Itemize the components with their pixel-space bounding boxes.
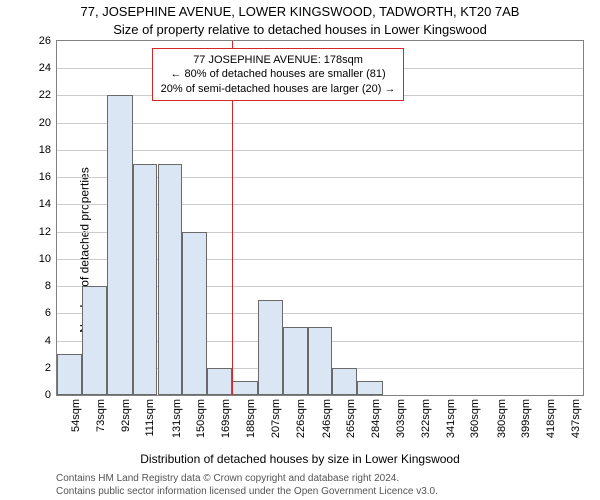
x-tick-label: 54sqm <box>70 399 82 432</box>
histogram-bar <box>158 164 183 395</box>
histogram-bar <box>308 327 333 395</box>
y-tick-label: 4 <box>45 335 51 347</box>
x-tick-label: 131sqm <box>171 399 183 438</box>
histogram-bar <box>232 381 258 395</box>
y-tick-label: 12 <box>39 226 51 238</box>
x-axis-label: Distribution of detached houses by size … <box>0 452 600 466</box>
x-tick-label: 437sqm <box>570 399 582 438</box>
x-tick-label: 265sqm <box>345 399 357 438</box>
histogram-bar <box>107 95 133 395</box>
x-tick-label: 303sqm <box>395 399 407 438</box>
plot-area: 77 JOSEPHINE AVENUE: 178sqm ← 80% of det… <box>56 40 584 396</box>
x-tick-label: 207sqm <box>270 399 282 438</box>
histogram-bar <box>332 368 357 395</box>
y-tick-label: 8 <box>45 280 51 292</box>
x-tick-label: 73sqm <box>95 399 107 432</box>
x-tick-label: 399sqm <box>520 399 532 438</box>
y-tick-label: 26 <box>39 35 51 47</box>
histogram-bar <box>82 286 107 395</box>
histogram-bar <box>258 300 283 395</box>
x-tick-label: 284sqm <box>370 399 382 438</box>
histogram-bar <box>133 164 158 395</box>
x-tick-label: 92sqm <box>120 399 132 432</box>
footer: Contains HM Land Registry data © Crown c… <box>56 473 438 498</box>
annotation-line1: 77 JOSEPHINE AVENUE: 178sqm <box>161 53 396 67</box>
x-tick-label: 246sqm <box>321 399 333 438</box>
x-tick-label: 418sqm <box>545 399 557 438</box>
histogram-bar <box>182 232 207 395</box>
y-tick-label: 2 <box>45 362 51 374</box>
x-tick-label: 360sqm <box>469 399 481 438</box>
y-tick-label: 22 <box>39 89 51 101</box>
x-tick-label: 111sqm <box>144 399 156 437</box>
chart-container: 77, JOSEPHINE AVENUE, LOWER KINGSWOOD, T… <box>0 0 600 500</box>
annotation-box: 77 JOSEPHINE AVENUE: 178sqm ← 80% of det… <box>152 48 405 101</box>
x-tick-label: 226sqm <box>295 399 307 438</box>
x-tick-label: 169sqm <box>220 399 232 438</box>
histogram-bar <box>57 354 82 395</box>
y-tick-label: 14 <box>39 198 51 210</box>
histogram-bar <box>207 368 232 395</box>
footer-line2: Contains public sector information licen… <box>56 486 438 499</box>
y-tick-label: 6 <box>45 307 51 319</box>
x-tick-label: 380sqm <box>496 399 508 438</box>
annotation-line3: 20% of semi-detached houses are larger (… <box>161 82 396 96</box>
grid-line <box>57 123 583 124</box>
histogram-bar <box>357 381 383 395</box>
chart-title-line2: Size of property relative to detached ho… <box>0 22 600 37</box>
y-tick-label: 20 <box>39 117 51 129</box>
x-tick-label: 341sqm <box>445 399 457 438</box>
x-tick-label: 322sqm <box>420 399 432 438</box>
grid-line <box>57 150 583 151</box>
y-tick-label: 24 <box>39 62 51 74</box>
chart-title-line1: 77, JOSEPHINE AVENUE, LOWER KINGSWOOD, T… <box>0 4 600 19</box>
histogram-bar <box>283 327 308 395</box>
y-tick-label: 16 <box>39 171 51 183</box>
y-tick-label: 18 <box>39 144 51 156</box>
footer-line1: Contains HM Land Registry data © Crown c… <box>56 473 438 486</box>
annotation-line2: ← 80% of detached houses are smaller (81… <box>161 67 396 81</box>
x-tick-label: 150sqm <box>195 399 207 438</box>
y-tick-label: 10 <box>39 253 51 265</box>
y-tick-label: 0 <box>45 389 51 401</box>
x-tick-label: 188sqm <box>245 399 257 438</box>
